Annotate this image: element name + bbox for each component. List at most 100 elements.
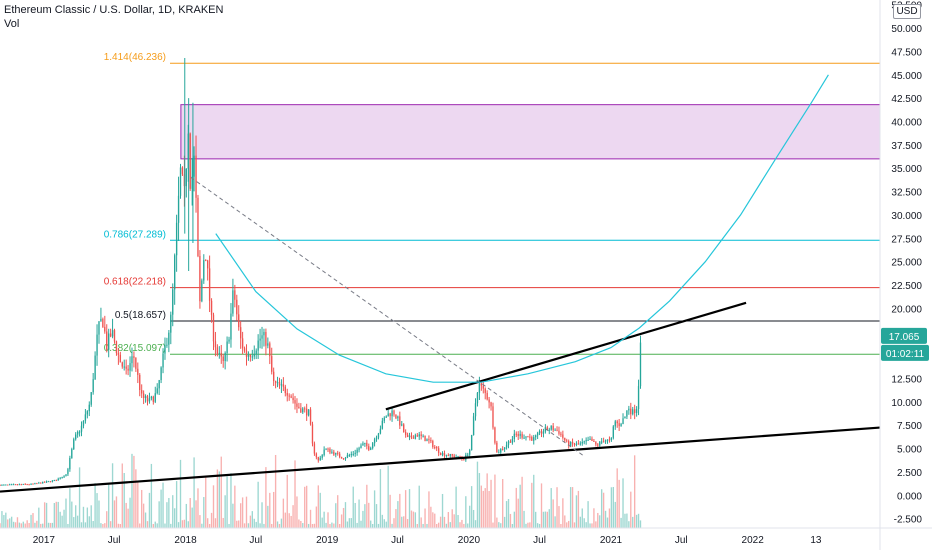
candle-body-12 (22, 483, 24, 485)
volume-bar-264 (511, 523, 514, 528)
volume-layer (0, 453, 642, 528)
volume-bar-196 (379, 469, 382, 528)
volume-bar-144 (278, 523, 281, 528)
volume-bar-108 (208, 523, 211, 528)
candle-body-287 (556, 429, 558, 431)
volume-bar-290 (562, 498, 564, 528)
volume-bar-158 (305, 485, 308, 528)
volume-bar-258 (500, 523, 502, 528)
candle-body-53 (102, 318, 104, 327)
candle-body-3 (5, 484, 7, 486)
candle-body-1 (1, 484, 3, 486)
candle-body-279 (540, 431, 543, 434)
candle-body-229 (443, 453, 446, 456)
candle-body-260 (503, 447, 506, 450)
volume-bar-180 (348, 518, 351, 528)
candle-body-330 (639, 342, 642, 387)
volume-bar-89 (172, 495, 174, 528)
volume-bar-228 (441, 493, 444, 528)
volume-bar-305 (591, 523, 593, 528)
y-tick-label-14: 32.500 (891, 188, 922, 199)
candle-body-198 (383, 417, 385, 421)
candle-body-282 (546, 427, 549, 431)
y-tick-label-9: 20.000 (891, 304, 922, 315)
candle-body-70 (135, 357, 137, 369)
volume-bar-14 (26, 520, 28, 528)
candle-body-327 (633, 409, 636, 413)
candle-body-185 (358, 448, 360, 450)
volume-bar-154 (298, 519, 300, 528)
candle-body-150 (290, 396, 292, 398)
volume-bar-17 (32, 513, 34, 528)
volume-bar-278 (538, 523, 541, 528)
volume-bar-254 (492, 522, 494, 528)
candle-body-188 (364, 442, 366, 444)
volume-bar-223 (432, 512, 434, 528)
volume-bar-18 (34, 522, 36, 528)
candle-body-117 (226, 341, 228, 353)
volume-bar-285 (552, 499, 554, 528)
volume-bar-169 (327, 512, 329, 528)
candle-body-302 (585, 440, 587, 442)
volume-bar-327 (633, 455, 636, 528)
x-tick-label-10: 2022 (742, 535, 765, 546)
x-tick-label-5: Jul (391, 535, 404, 546)
volume-bar-71 (137, 481, 139, 528)
volume-bar-297 (575, 495, 578, 528)
volume-bar-207 (401, 516, 403, 528)
candle-body-37 (71, 449, 73, 458)
candle-body-263 (509, 441, 512, 443)
volume-bar-313 (606, 517, 609, 528)
currency-badge[interactable]: USD (893, 4, 921, 19)
volume-bar-6 (10, 516, 13, 528)
candle-body-55 (106, 331, 108, 350)
volume-bar-260 (503, 516, 506, 528)
candle-body-245 (474, 403, 477, 417)
volume-bar-107 (206, 518, 209, 528)
candle-body-167 (323, 449, 325, 456)
y-tick-label-6: 12.500 (891, 374, 922, 385)
volume-bar-79 (152, 523, 155, 528)
candle-body-73 (141, 390, 143, 394)
volume-bar-152 (294, 460, 296, 528)
volume-bar-26 (49, 522, 52, 528)
candle-body-62 (119, 354, 122, 363)
candle-body-323 (626, 410, 628, 417)
volume-bar-33 (63, 509, 65, 528)
candle-body-324 (628, 408, 630, 411)
volume-bar-119 (230, 473, 232, 528)
candle-body-103 (199, 256, 201, 302)
candle-body-281 (544, 427, 547, 432)
candle-body-326 (632, 409, 634, 415)
volume-bar-236 (457, 515, 459, 528)
candle-body-17 (32, 483, 34, 485)
volume-bar-329 (637, 513, 640, 528)
candle-body-285 (552, 425, 554, 431)
volume-bar-284 (550, 488, 552, 528)
volume-bar-75 (144, 512, 147, 528)
candle-body-14 (26, 484, 28, 486)
volume-bar-173 (335, 503, 337, 528)
x-tick-label-11: 13 (810, 535, 822, 546)
volume-bar-126 (243, 523, 246, 528)
volume-bar-224 (434, 513, 436, 528)
volume-bar-110 (212, 485, 215, 528)
candle-body-153 (296, 403, 298, 407)
volume-bar-99 (191, 507, 193, 528)
volume-bar-53 (102, 523, 104, 528)
volume-bar-80 (154, 521, 156, 528)
volume-bar-83 (160, 489, 162, 528)
volume-bar-217 (420, 517, 422, 528)
candle-body-246 (476, 392, 479, 404)
volume-bar-36 (69, 488, 71, 528)
candle-body-108 (208, 268, 211, 301)
candle-body-46 (88, 404, 90, 412)
volume-bar-192 (371, 523, 374, 528)
candle-body-119 (230, 313, 232, 340)
volume-bar-234 (453, 514, 455, 528)
candle-body-200 (387, 413, 389, 417)
volume-bar-128 (247, 523, 250, 528)
volume-bar-161 (311, 523, 314, 528)
